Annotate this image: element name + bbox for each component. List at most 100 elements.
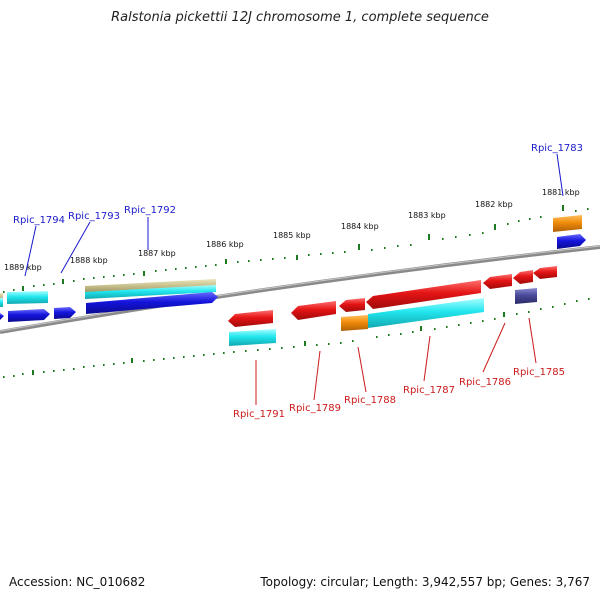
ruler-dot	[205, 265, 207, 267]
forward-strand-genes	[0, 215, 586, 322]
gene-feature	[553, 215, 582, 232]
gene-feature	[0, 313, 4, 320]
ruler-dot	[155, 270, 157, 272]
ruler-dot	[507, 223, 509, 225]
ruler-dot	[123, 274, 125, 276]
kbp-label: 1886 kbp	[206, 240, 244, 249]
ruler-dot	[73, 280, 75, 282]
forward-gene-labels: Rpic_1794 Rpic_1793 Rpic_1792 Rpic_1783	[13, 143, 583, 277]
gene-feature	[366, 280, 481, 309]
gene-label: Rpic_1787	[403, 385, 455, 396]
ruler-dot	[482, 232, 484, 234]
ruler-dot	[43, 284, 45, 286]
gene-label: Rpic_1793	[68, 211, 120, 222]
ruler-tick	[62, 279, 64, 284]
ruler-dot	[53, 283, 55, 285]
accession-text: Accession: NC_010682	[9, 575, 146, 589]
ruler-dot	[83, 278, 85, 280]
ruler-dot	[195, 266, 197, 268]
ruler-dot	[215, 264, 217, 266]
ruler-dot	[93, 277, 95, 279]
gene-label: Rpic_1791	[233, 409, 285, 420]
kbp-label: 1881 kbp	[542, 188, 580, 197]
ruler-tick	[143, 271, 145, 276]
gene-feature	[228, 310, 273, 327]
chromosome-backbone	[0, 245, 600, 334]
ruler-tick	[296, 255, 298, 260]
ruler-dot	[320, 253, 322, 255]
ruler-dot	[133, 273, 135, 275]
gene-feature	[513, 270, 533, 284]
kbp-label: 1883 kbp	[408, 211, 446, 220]
gene-label: Rpic_1789	[289, 403, 341, 414]
gene-feature	[483, 274, 512, 289]
gene-feature	[368, 298, 484, 328]
upper-tick-ruler	[3, 205, 589, 293]
ruler-dot	[587, 208, 589, 210]
kbp-label: 1885 kbp	[273, 231, 311, 240]
kbp-labels: 1889 kbp 1888 kbp 1887 kbp 1886 kbp 1885…	[4, 188, 580, 272]
ruler-dot	[248, 260, 250, 262]
gene-feature	[515, 288, 537, 304]
chromosome-backbone-highlight	[0, 245, 600, 332]
gene-feature	[0, 298, 3, 307]
gene-feature	[341, 315, 368, 331]
gene-label: Rpic_1783	[531, 143, 583, 154]
gene-feature	[229, 329, 276, 346]
ruler-dot	[284, 257, 286, 259]
ruler-dot	[113, 275, 115, 277]
ruler-dot	[332, 252, 334, 254]
gene-feature	[7, 291, 48, 304]
gene-feature	[291, 301, 336, 320]
ruler-dot	[371, 249, 373, 251]
ruler-dot	[410, 244, 412, 246]
ruler-dot	[455, 236, 457, 238]
ruler-dot	[272, 258, 274, 260]
lower-tick-ruler	[3, 298, 590, 378]
kbp-label: 1889 kbp	[4, 263, 42, 272]
ruler-tick	[358, 244, 360, 250]
ruler-dot	[529, 218, 531, 220]
gene-label: Rpic_1785	[513, 367, 565, 378]
ruler-dot	[175, 268, 177, 270]
ruler-dot	[344, 251, 346, 253]
gene-label: Rpic_1794	[13, 215, 65, 226]
ruler-tick	[22, 286, 24, 291]
ruler-dot	[442, 238, 444, 240]
ruler-dot	[3, 291, 5, 293]
ruler-tick	[562, 205, 564, 211]
reverse-gene-labels: Rpic_1791 Rpic_1789 Rpic_1788 Rpic_1787 …	[233, 317, 565, 420]
gene-feature	[533, 266, 557, 279]
ruler-dot	[469, 234, 471, 236]
ruler-tick	[428, 234, 430, 240]
ruler-dot	[260, 259, 262, 261]
ruler-dot	[103, 276, 105, 278]
ruler-dot	[33, 285, 35, 287]
gene-feature	[339, 298, 365, 312]
gene-feature	[85, 285, 216, 299]
gene-label: Rpic_1792	[124, 205, 176, 216]
kbp-label: 1882 kbp	[475, 200, 513, 209]
gene-feature	[8, 309, 50, 322]
ruler-dot	[575, 210, 577, 212]
ruler-tick	[225, 259, 227, 264]
ruler-dot	[185, 267, 187, 269]
ruler-dot	[165, 269, 167, 271]
ruler-dot	[384, 247, 386, 249]
gene-feature	[86, 292, 218, 314]
gene-feature	[54, 307, 76, 319]
ruler-dot	[13, 289, 15, 291]
kbp-label: 1884 kbp	[341, 222, 379, 231]
topology-summary: Topology: circular; Length: 3,942,557 bp…	[260, 575, 590, 589]
ruler-dot	[518, 220, 520, 222]
gene-label: Rpic_1786	[459, 377, 511, 388]
ruler-dot	[397, 245, 399, 247]
ruler-dot	[540, 216, 542, 218]
gene-label: Rpic_1788	[344, 395, 396, 406]
map-title: Ralstonia pickettii 12J chromosome 1, co…	[111, 10, 489, 25]
kbp-label: 1887 kbp	[138, 249, 176, 258]
gene-feature	[557, 234, 586, 249]
reverse-strand-genes	[228, 266, 557, 346]
ruler-dot	[308, 254, 310, 256]
